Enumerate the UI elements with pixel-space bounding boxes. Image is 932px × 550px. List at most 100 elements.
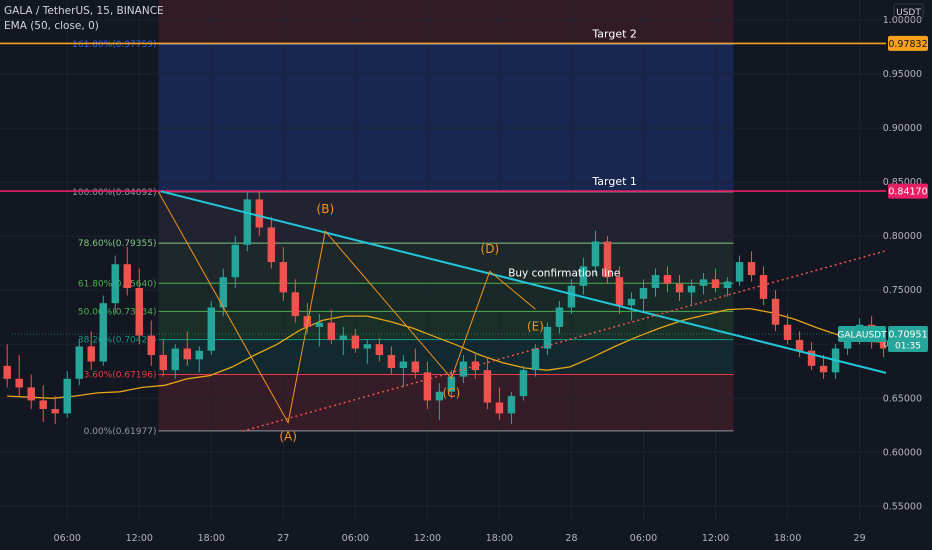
fib-zone <box>158 44 734 192</box>
candle-body <box>699 279 708 286</box>
time-tick-label: 18:00 <box>774 533 801 544</box>
candle-body <box>411 361 420 373</box>
descending-trendline <box>160 190 887 374</box>
candle-body <box>723 281 732 289</box>
candle-body <box>231 244 240 278</box>
wave-label: (E) <box>527 320 544 334</box>
candle-body <box>207 307 216 351</box>
fib-level-label: 0.00%(0.61977) <box>84 427 157 437</box>
candle-body <box>579 266 588 286</box>
candle-body <box>339 335 348 340</box>
candle-body <box>807 350 816 366</box>
candle-body <box>603 241 612 278</box>
fib-level-label: 50.00%(0.73034) <box>78 307 157 317</box>
symbol-tag <box>838 325 886 342</box>
time-tick-label: 18:00 <box>486 533 513 544</box>
candle-body <box>111 264 119 304</box>
candle-body <box>15 378 23 388</box>
candle-body <box>171 348 180 371</box>
candle-body <box>819 365 828 373</box>
time-tick-label: 28 <box>565 533 577 544</box>
candle-body <box>711 279 720 289</box>
fib-level-label: 23.60%(0.67196) <box>78 371 157 381</box>
candle-body <box>267 227 276 263</box>
candle-body <box>531 348 540 371</box>
candle-body <box>63 378 71 414</box>
candle-body <box>519 370 528 397</box>
target-2-tag <box>888 35 928 51</box>
fib-level-label: 78.60%(0.79355) <box>78 239 157 249</box>
candle-body <box>279 262 288 293</box>
candle-body <box>135 288 143 336</box>
time-tick-label: 06:00 <box>342 533 369 544</box>
candle-body <box>315 322 324 327</box>
indicator-legend[interactable]: EMA (50, close, 0) <box>4 20 99 32</box>
candle-body <box>783 324 792 340</box>
candle-body <box>327 322 336 340</box>
time-tick-label: 18:00 <box>198 533 225 544</box>
target-1-tag <box>888 183 928 199</box>
countdown-label: 01:35 <box>895 341 921 351</box>
candle-body <box>795 339 804 351</box>
candle-body <box>183 348 192 360</box>
current-price-tag <box>888 325 928 352</box>
candle-body <box>423 372 432 401</box>
time-tick-label: 29 <box>854 533 866 544</box>
candle-body <box>435 391 444 401</box>
target-2-tag-label: 0.97832 <box>888 39 927 50</box>
wave-path <box>158 191 536 425</box>
fib-level-label: 38.20%(0.70425) <box>78 336 157 346</box>
candle-body <box>771 298 780 325</box>
candle-body <box>651 275 660 289</box>
candle-body <box>99 303 107 362</box>
price-tick-label: 0.65000 <box>883 393 922 404</box>
candles <box>3 190 912 425</box>
candle-body <box>543 326 552 349</box>
candle-body <box>87 346 95 362</box>
candle-body <box>567 285 576 308</box>
symbol-legend[interactable]: GALA / TetherUS, 15, BINANCE <box>4 5 164 17</box>
candle-body <box>243 199 252 245</box>
fib-zone <box>158 339 734 375</box>
candle-body <box>687 285 696 293</box>
candle-body <box>555 307 564 327</box>
candle-body <box>615 277 624 306</box>
candle-body <box>363 344 372 349</box>
price-tick-label: 0.55000 <box>883 501 922 512</box>
candle-body <box>219 277 228 308</box>
candle-body <box>291 292 300 317</box>
wave-label: (C) <box>443 386 461 400</box>
candle-body <box>27 387 35 401</box>
target-2-label: Target 2 <box>591 27 637 40</box>
candle-body <box>735 262 744 282</box>
price-tick-label: 0.90000 <box>883 123 922 134</box>
time-tick-label: 06:00 <box>54 533 81 544</box>
fib-zone <box>158 311 734 340</box>
ascending-support-line <box>242 250 887 432</box>
candle-body <box>195 350 204 360</box>
time-tick-label: 06:00 <box>630 533 657 544</box>
candle-body <box>495 402 504 414</box>
price-tick-label: 0.60000 <box>883 447 922 458</box>
candle-body <box>351 335 360 349</box>
candle-body <box>639 288 648 299</box>
candle-body <box>51 409 59 414</box>
time-tick-label: 12:00 <box>414 533 441 544</box>
drawings[interactable]: Target 2 Target 1 Buy confirmation line (A)… <box>0 27 887 443</box>
price-tick-label: 0.95000 <box>883 69 922 80</box>
time-axis-panel <box>0 522 932 550</box>
candle-body <box>39 400 47 410</box>
wave-label: (A) <box>279 429 297 443</box>
fib-level-label: 161.80%(0.97759) <box>72 40 156 50</box>
candle-body <box>387 355 396 368</box>
candle-body <box>675 283 684 293</box>
currency-box <box>893 3 924 20</box>
time-tick-label: 12:00 <box>126 533 153 544</box>
candle-body <box>3 365 11 379</box>
current-price-label: 0.70951 <box>888 329 927 340</box>
price-tick-label: 1.00000 <box>883 15 922 26</box>
